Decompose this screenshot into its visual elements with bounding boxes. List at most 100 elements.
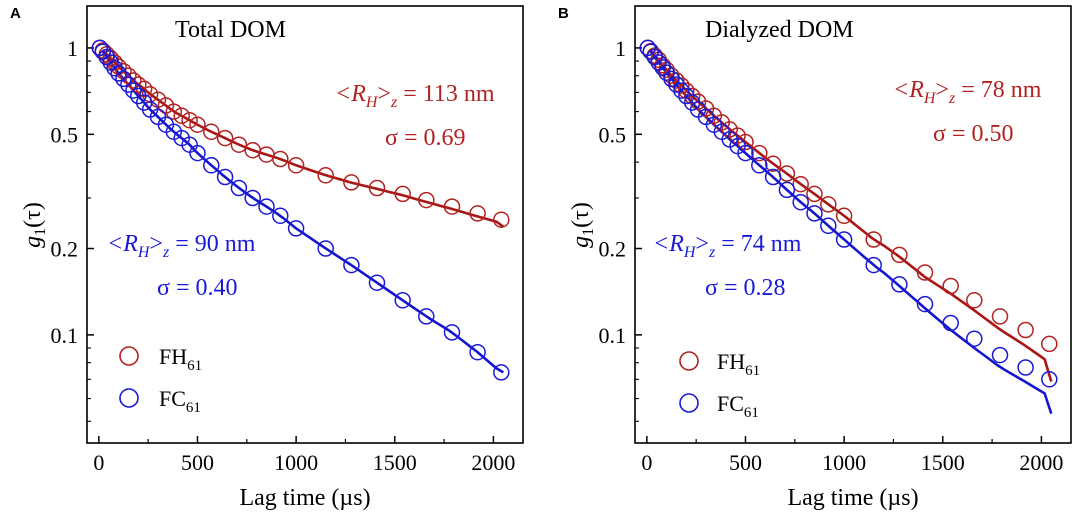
data-point-fc61-a: [418, 308, 435, 325]
annotation-sigma-fc-b: σ = 0.28: [705, 275, 785, 301]
data-point-fc61-a: [94, 43, 112, 60]
y-tick-label-a: 0.2: [51, 237, 79, 262]
data-point-fc61-a: [287, 220, 305, 237]
data-point-fh61-a: [189, 116, 206, 133]
x-tick-label-b: 500: [729, 450, 762, 475]
x-axis-label-b: Lag time (µs): [787, 485, 918, 511]
y-tick-label-b: 0.1: [599, 323, 627, 348]
x-tick-label-a: 500: [181, 450, 214, 475]
y-tick-label-a: 0.5: [51, 122, 79, 147]
markers-a: [91, 39, 510, 381]
data-point-fc61-b: [673, 82, 690, 99]
data-point-fh61-a: [165, 103, 183, 120]
annotation-rh-fh-a: <RH>z = 113 nm: [335, 81, 495, 111]
rh-fc-a-sub1: H: [137, 244, 151, 261]
data-point-fc61-a: [317, 240, 334, 257]
data-point-fh61-a: [343, 174, 360, 191]
data-point-fh61-a: [181, 111, 198, 129]
annotation-rh-fc-b: <RH>z = 74 nm: [653, 231, 802, 261]
data-point-fh61-b: [942, 277, 959, 295]
panel-letter-b: B: [558, 5, 569, 22]
rh-fc-b-sub1: H: [683, 244, 697, 261]
legend-fc-a-main: FC: [159, 386, 186, 411]
data-point-fh61-b: [764, 155, 782, 172]
data-point-fc61-a: [368, 274, 386, 291]
legend-label-fc-b: FC61: [717, 391, 759, 421]
rh-fh-b-value: = 78 nm: [955, 77, 1042, 103]
data-point-fh61-a: [368, 179, 386, 197]
data-point-fh61-a: [317, 167, 334, 184]
data-point-fh61-a: [394, 185, 411, 203]
data-point-fh61-a: [125, 72, 142, 89]
data-point-fc61-b: [835, 231, 853, 248]
legend-fh-b-main: FH: [717, 349, 745, 374]
data-point-fh61-a: [230, 136, 248, 153]
annotation-sigma-fh-b: σ = 0.50: [933, 121, 1013, 147]
data-point-fc61-a: [343, 256, 360, 274]
legend-fh-b-sub: 61: [745, 363, 760, 379]
rh-fh-a-sub1: H: [365, 94, 379, 111]
x-tick-label-b: 2000: [1019, 450, 1063, 475]
y-label-tail-b: (τ): [568, 202, 594, 228]
y-label-main-a: g: [20, 236, 46, 248]
data-point-fh61-a: [173, 107, 190, 125]
rh-fc-a-main: <R: [107, 231, 138, 257]
data-point-fh61-b: [820, 196, 837, 213]
rh-fc-b-main: <R: [653, 231, 684, 257]
x-tick-label-b: 1500: [921, 450, 965, 475]
y-axis-label-a: g1(τ): [20, 202, 49, 248]
y-tick-label-b: 1: [615, 36, 626, 61]
data-point-fc61-b: [865, 256, 882, 274]
y-ticks-a: 0.1 0.2 0.5 1: [51, 36, 94, 422]
x-tick-label-b: 0: [641, 450, 652, 475]
data-point-fc61-a: [106, 59, 123, 77]
rh-fc-b-value: = 74 nm: [715, 231, 802, 257]
data-point-fc61-a: [203, 157, 220, 174]
data-point-fh61-b: [1017, 321, 1034, 339]
data-point-fc61-b: [764, 168, 782, 186]
data-point-fc61-a: [125, 82, 142, 99]
data-point-fc61-a: [115, 70, 132, 88]
y-ticks-b: 0.1 0.2 0.5 1: [599, 36, 642, 422]
panel-b: B 0 500 1000 1500 2000 0.1 0.2 0.5 1 Dialyzed D…: [558, 5, 1072, 511]
data-point-fc61-b: [654, 59, 671, 76]
data-point-fc61-b: [820, 217, 837, 235]
annotation-sigma-fh-a: σ = 0.69: [385, 125, 465, 151]
x-ticks-a: 0 500 1000 1500 2000: [93, 436, 515, 475]
data-point-fh61-b: [891, 246, 908, 264]
data-point-fh61-b: [792, 175, 809, 193]
legend-fc-a-sub: 61: [186, 400, 201, 416]
rh-fc-a-value: = 90 nm: [169, 231, 256, 257]
data-point-fc61-b: [751, 157, 768, 174]
data-point-fh61-a: [203, 123, 220, 141]
data-point-fc61-b: [891, 276, 908, 293]
data-point-fh61-a: [493, 211, 510, 228]
legend-fc-b-main: FC: [717, 391, 744, 416]
x-tick-label-a: 1000: [274, 450, 318, 475]
data-point-fc61-b: [942, 314, 959, 332]
data-point-fc61-a: [443, 324, 461, 341]
data-point-fh61-b: [737, 133, 754, 151]
data-point-fc61-b: [663, 70, 680, 88]
legend-fc-b-sub: 61: [744, 405, 759, 421]
annotation-sigma-fc-a: σ = 0.40: [157, 275, 237, 301]
data-point-fc61-a: [272, 207, 289, 225]
y-label-sub-b: 1: [580, 228, 597, 236]
legend-marker-fh-b: [679, 351, 699, 371]
x-tick-label-b: 1000: [822, 450, 866, 475]
chart-title-a: Total DOM: [175, 17, 286, 43]
y-tick-label-b: 0.2: [599, 237, 627, 262]
data-point-fc61-a: [394, 292, 411, 309]
x-tick-label-a: 0: [93, 450, 104, 475]
panel-a: A 0 500 1000 1500 2000 0.10.20.51 Total DOM …: [10, 5, 524, 511]
y-label-sub-a: 1: [32, 228, 49, 236]
legend-marker-fc-b: [679, 393, 699, 413]
x-tick-label-a: 1500: [373, 450, 417, 475]
plot-frame-b: [634, 5, 1072, 444]
rh-fh-b-main: <R: [893, 77, 924, 103]
fit-line-fc61-b: [649, 50, 1053, 415]
rh-fc-b-sub2: z: [708, 244, 716, 261]
data-point-fh61-b: [751, 144, 768, 162]
data-point-fh61-b: [683, 87, 701, 105]
